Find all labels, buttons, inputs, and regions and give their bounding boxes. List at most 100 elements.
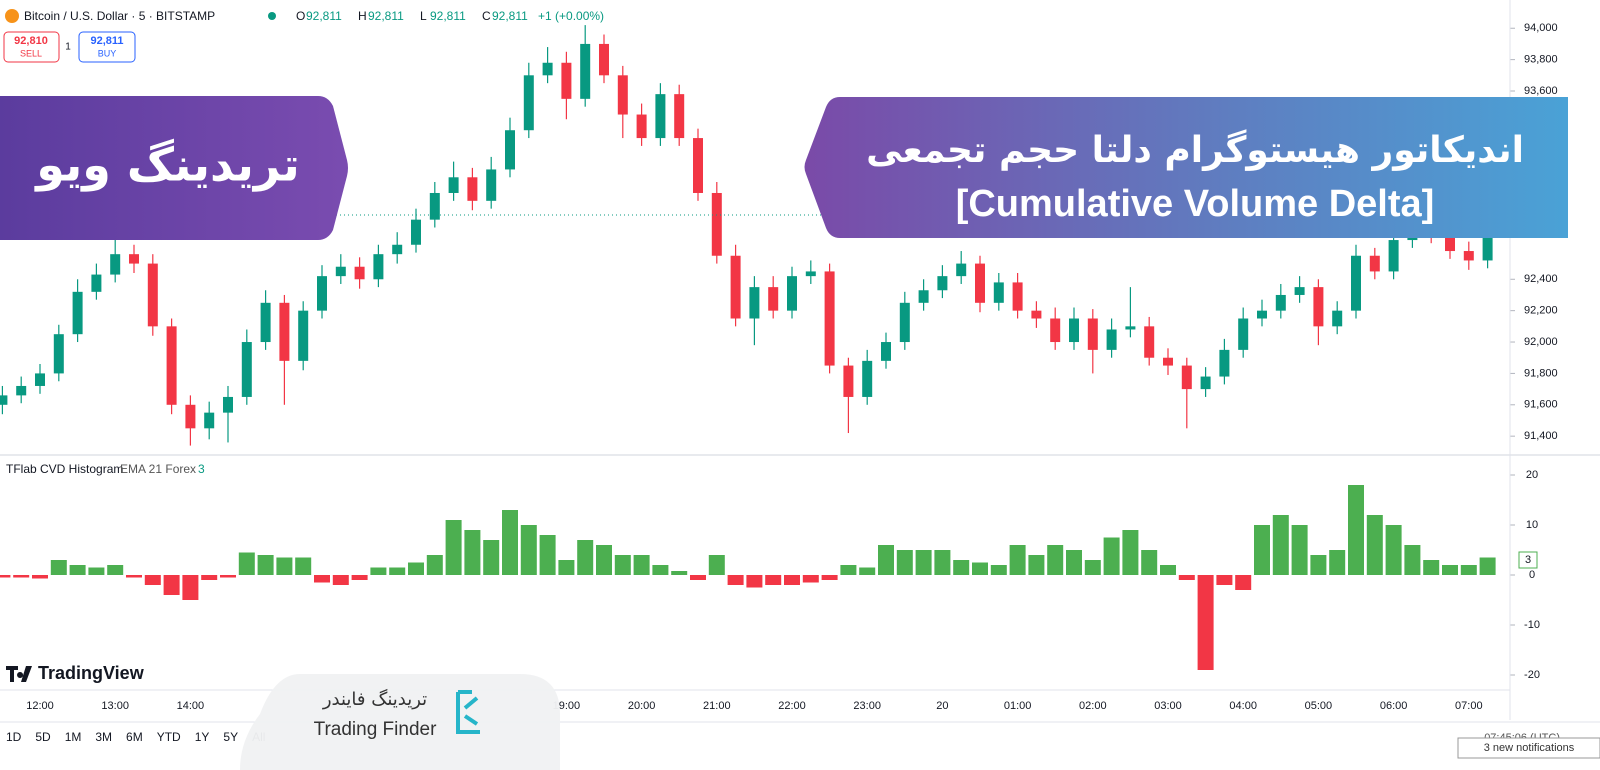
candle-body: [448, 177, 459, 193]
sell-button[interactable]: [3, 31, 60, 63]
histogram-bar: [1028, 555, 1045, 575]
candle-body: [730, 255, 741, 319]
candle-body: [317, 276, 327, 311]
candle-body: [862, 360, 873, 397]
x-tick-label: 20: [936, 700, 948, 712]
candle-body: [204, 412, 215, 429]
histogram-bar: [953, 560, 970, 575]
buy-button[interactable]: [78, 31, 136, 63]
candle-body: [486, 169, 497, 201]
candle-body: [975, 263, 985, 303]
candle-body: [1332, 310, 1343, 327]
y-tick-label: 92,400: [1524, 273, 1558, 285]
histogram-bar: [520, 525, 537, 575]
histogram-bar: [652, 565, 669, 575]
candle-body: [787, 276, 797, 311]
y-tick-label: 93,600: [1524, 85, 1558, 97]
ohlc-key: O: [296, 9, 305, 23]
histogram-bar: [69, 565, 86, 575]
histogram-bar: [201, 575, 218, 580]
candle-body: [91, 274, 102, 292]
candle-body: [1369, 255, 1380, 272]
candle-body: [674, 94, 685, 139]
histogram-bar: [1460, 565, 1477, 575]
candle-body: [899, 302, 910, 343]
left-banner: [0, 96, 348, 240]
y-tick-label: 91,400: [1524, 430, 1558, 442]
histogram-bar: [295, 557, 312, 575]
range-button[interactable]: 1D: [6, 730, 22, 744]
sell-price: 92,810: [14, 35, 48, 47]
range-button[interactable]: 6M: [126, 730, 143, 744]
histogram-bar: [220, 575, 236, 578]
symbol: Bitcoin / U.S. Dollar · 5 · BITSTAMP: [24, 9, 215, 23]
finder-fa: تریدینگ فایندر: [322, 688, 427, 710]
range-button[interactable]: 5Y: [223, 730, 238, 744]
histogram-bar: [614, 555, 631, 575]
right-banner-subtitle: [Cumulative Volume Delta]: [956, 183, 1435, 225]
candle-body: [1388, 240, 1399, 272]
ohlc-key: L: [420, 9, 427, 23]
histogram-bar: [1066, 550, 1082, 575]
candle-body: [411, 219, 421, 245]
histogram-bar: [1366, 515, 1383, 575]
candle-body: [505, 130, 515, 170]
candle-body: [805, 271, 816, 277]
histogram-bar: [915, 550, 932, 575]
candle-body: [1087, 318, 1098, 350]
histogram-bar: [483, 540, 500, 575]
candle-body: [241, 342, 252, 397]
histogram-bar: [1197, 575, 1214, 670]
left-banner-text: تریدینگ ویو: [34, 138, 300, 192]
candle-body: [599, 43, 609, 76]
range-button[interactable]: 5D: [35, 730, 51, 744]
range-button[interactable]: 1Y: [195, 730, 210, 744]
candle-body: [993, 282, 1004, 303]
candle-body: [0, 395, 8, 405]
candle-body: [335, 266, 346, 277]
candle-body: [1069, 318, 1079, 343]
notifications[interactable]: 3 new notifications: [1484, 742, 1575, 754]
y-tick-label: 91,600: [1524, 399, 1558, 411]
candle-body: [1144, 326, 1155, 358]
candle-body: [1482, 232, 1493, 261]
candle-body: [843, 365, 854, 397]
x-tick-label: 22:00: [778, 700, 806, 712]
x-tick-label: 20:00: [628, 700, 656, 712]
candle-body: [1012, 282, 1023, 311]
candle-body: [1200, 376, 1211, 390]
histogram-bar: [370, 567, 387, 575]
right-banner: [804, 97, 1568, 238]
candle-body: [392, 244, 403, 255]
histogram-bar: [596, 545, 612, 575]
histogram-bar: [13, 575, 30, 578]
histogram-bar: [1047, 545, 1064, 575]
histogram-bar: [88, 567, 105, 575]
histogram-bar: [896, 550, 913, 575]
ohlc-value: 92,811: [430, 9, 466, 23]
histogram-bar: [690, 575, 706, 580]
y-tick-label: 10: [1526, 519, 1538, 531]
candle-body: [1257, 310, 1267, 319]
candle-body: [1294, 287, 1305, 295]
range-button[interactable]: 3M: [95, 730, 112, 744]
notification-box[interactable]: [1457, 737, 1600, 759]
candle-body: [129, 254, 139, 264]
candle-body: [72, 291, 83, 335]
finder-overlay: [240, 674, 560, 770]
histogram-bar: [1141, 550, 1158, 575]
candle-body: [1106, 329, 1117, 350]
histogram-bar: [126, 575, 142, 578]
candle-body: [1275, 294, 1286, 311]
candle-body: [937, 276, 948, 291]
range-button[interactable]: YTD: [157, 730, 181, 744]
histogram-bar: [0, 575, 11, 578]
candle-body: [185, 404, 196, 429]
x-tick-label: 02:00: [1079, 700, 1107, 712]
histogram-bar: [1272, 515, 1289, 575]
histogram-bar: [727, 575, 744, 585]
range-button[interactable]: 1M: [65, 730, 82, 744]
candle-body: [561, 62, 572, 99]
candle-body: [223, 396, 233, 413]
last-value-tag: [1518, 551, 1538, 569]
